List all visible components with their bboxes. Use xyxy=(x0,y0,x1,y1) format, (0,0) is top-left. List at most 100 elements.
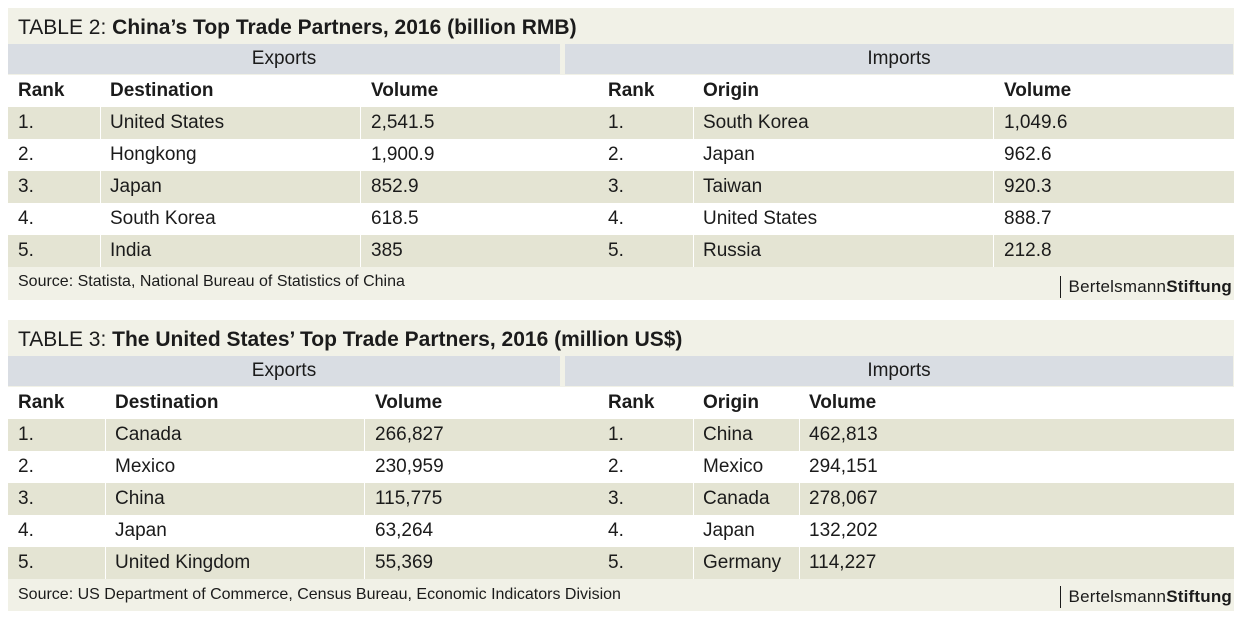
rank-cell: 4. xyxy=(608,520,624,541)
column-divider xyxy=(100,75,101,107)
destination-cell: United Kingdom xyxy=(115,552,251,573)
column-header-destination: Destination xyxy=(115,392,219,413)
column-divider xyxy=(993,235,994,267)
import-volume-cell: 888.7 xyxy=(1004,208,1052,229)
import-volume-cell: 278,067 xyxy=(809,488,878,509)
column-divider xyxy=(799,387,800,419)
brand-name-regular: Bertelsmann xyxy=(1068,277,1167,296)
rank-cell: 3. xyxy=(608,488,624,509)
table-title: TABLE 3: The United States’ Top Trade Pa… xyxy=(18,327,682,353)
column-divider xyxy=(693,387,694,419)
table-title-text: China’s Top Trade Partners, 2016 (billio… xyxy=(112,16,577,39)
rank-cell: 1. xyxy=(608,112,624,133)
column-header-row: Rank Destination Volume Rank Origin Volu… xyxy=(8,387,1234,419)
rank-cell: 3. xyxy=(608,176,624,197)
column-header-volume: Volume xyxy=(809,392,877,413)
destination-cell: Hongkong xyxy=(110,144,197,165)
table-3-panel: TABLE 3: The United States’ Top Trade Pa… xyxy=(8,320,1234,611)
table-2-panel: TABLE 2: China’s Top Trade Partners, 201… xyxy=(8,8,1234,300)
import-volume-cell: 962.6 xyxy=(1004,144,1052,165)
table-row: 3. Japan 852.9 3. Taiwan 920.3 xyxy=(8,171,1234,203)
export-volume-cell: 2,541.5 xyxy=(371,112,435,133)
column-header-volume: Volume xyxy=(371,80,439,101)
export-volume-cell: 385 xyxy=(371,240,403,261)
destination-cell: Japan xyxy=(115,520,167,541)
destination-cell: South Korea xyxy=(110,208,216,229)
rank-cell: 3. xyxy=(18,488,34,509)
imports-group-header: Imports xyxy=(565,44,1233,74)
column-header-rank: Rank xyxy=(608,392,655,413)
column-header-rank: Rank xyxy=(18,80,65,101)
destination-cell: United States xyxy=(110,112,225,133)
column-divider xyxy=(364,419,365,451)
column-divider xyxy=(364,547,365,579)
export-volume-cell: 63,264 xyxy=(375,520,434,541)
column-divider xyxy=(105,387,106,419)
column-divider xyxy=(799,547,800,579)
origin-cell: Germany xyxy=(703,552,782,573)
rank-cell: 2. xyxy=(608,144,624,165)
rank-cell: 4. xyxy=(18,208,34,229)
source-note: Source: US Department of Commerce, Censu… xyxy=(18,586,621,603)
origin-cell: Japan xyxy=(703,520,755,541)
table-row: 5. United Kingdom 55,369 5. Germany 114,… xyxy=(8,547,1234,579)
import-volume-cell: 114,227 xyxy=(809,552,877,573)
rank-cell: 2. xyxy=(18,456,34,477)
column-divider xyxy=(100,235,101,267)
rank-cell: 1. xyxy=(18,424,34,445)
rank-cell: 4. xyxy=(18,520,34,541)
import-volume-cell: 462,813 xyxy=(809,424,878,445)
brand-name-regular: Bertelsmann xyxy=(1068,587,1167,606)
table-row: 1. United States 2,541.5 1. South Korea … xyxy=(8,107,1234,139)
import-volume-cell: 212.8 xyxy=(1004,240,1052,261)
table-row: 2. Mexico 230,959 2. Mexico 294,151 xyxy=(8,451,1234,483)
table-row: 4. South Korea 618.5 4. United States 88… xyxy=(8,203,1234,235)
export-volume-cell: 230,959 xyxy=(375,456,444,477)
column-divider xyxy=(100,107,101,139)
export-volume-cell: 55,369 xyxy=(375,552,434,573)
rank-cell: 5. xyxy=(608,552,624,573)
bertelsmann-stiftung-logo: BertelsmannStiftung xyxy=(1059,276,1232,298)
import-volume-cell: 1,049.6 xyxy=(1004,112,1068,133)
origin-cell: South Korea xyxy=(703,112,809,133)
column-divider xyxy=(360,107,361,139)
export-volume-cell: 1,900.9 xyxy=(371,144,435,165)
column-divider xyxy=(105,483,106,515)
column-header-row: Rank Destination Volume Rank Origin Volu… xyxy=(8,75,1234,107)
column-divider xyxy=(360,171,361,203)
destination-cell: Japan xyxy=(110,176,162,197)
export-volume-cell: 115,775 xyxy=(375,488,443,509)
column-divider xyxy=(993,171,994,203)
column-divider xyxy=(105,547,106,579)
column-divider xyxy=(693,75,694,107)
export-volume-cell: 266,827 xyxy=(375,424,444,445)
origin-cell: China xyxy=(703,424,753,445)
export-volume-cell: 852.9 xyxy=(371,176,419,197)
column-header-volume: Volume xyxy=(1004,80,1072,101)
imports-group-header: Imports xyxy=(565,356,1233,386)
table-row: 4. Japan 63,264 4. Japan 132,202 xyxy=(8,515,1234,547)
origin-cell: Japan xyxy=(703,144,755,165)
origin-cell: United States xyxy=(703,208,818,229)
rank-cell: 1. xyxy=(18,112,34,133)
rank-cell: 2. xyxy=(608,456,624,477)
column-header-origin: Origin xyxy=(703,80,759,101)
column-divider xyxy=(993,75,994,107)
column-divider xyxy=(693,483,694,515)
rank-cell: 3. xyxy=(18,176,34,197)
table-label: TABLE 2: xyxy=(18,16,113,39)
rank-cell: 5. xyxy=(18,240,34,261)
column-header-destination: Destination xyxy=(110,80,214,101)
rank-cell: 5. xyxy=(18,552,34,573)
column-divider xyxy=(693,171,694,203)
import-volume-cell: 920.3 xyxy=(1004,176,1052,197)
exports-group-header: Exports xyxy=(8,44,560,74)
column-divider xyxy=(360,75,361,107)
column-divider xyxy=(364,387,365,419)
column-divider xyxy=(105,419,106,451)
column-divider xyxy=(693,235,694,267)
column-header-rank: Rank xyxy=(608,80,655,101)
table-row: 5. India 385 5. Russia 212.8 xyxy=(8,235,1234,267)
column-divider xyxy=(693,547,694,579)
table-row: 3. China 115,775 3. Canada 278,067 xyxy=(8,483,1234,515)
